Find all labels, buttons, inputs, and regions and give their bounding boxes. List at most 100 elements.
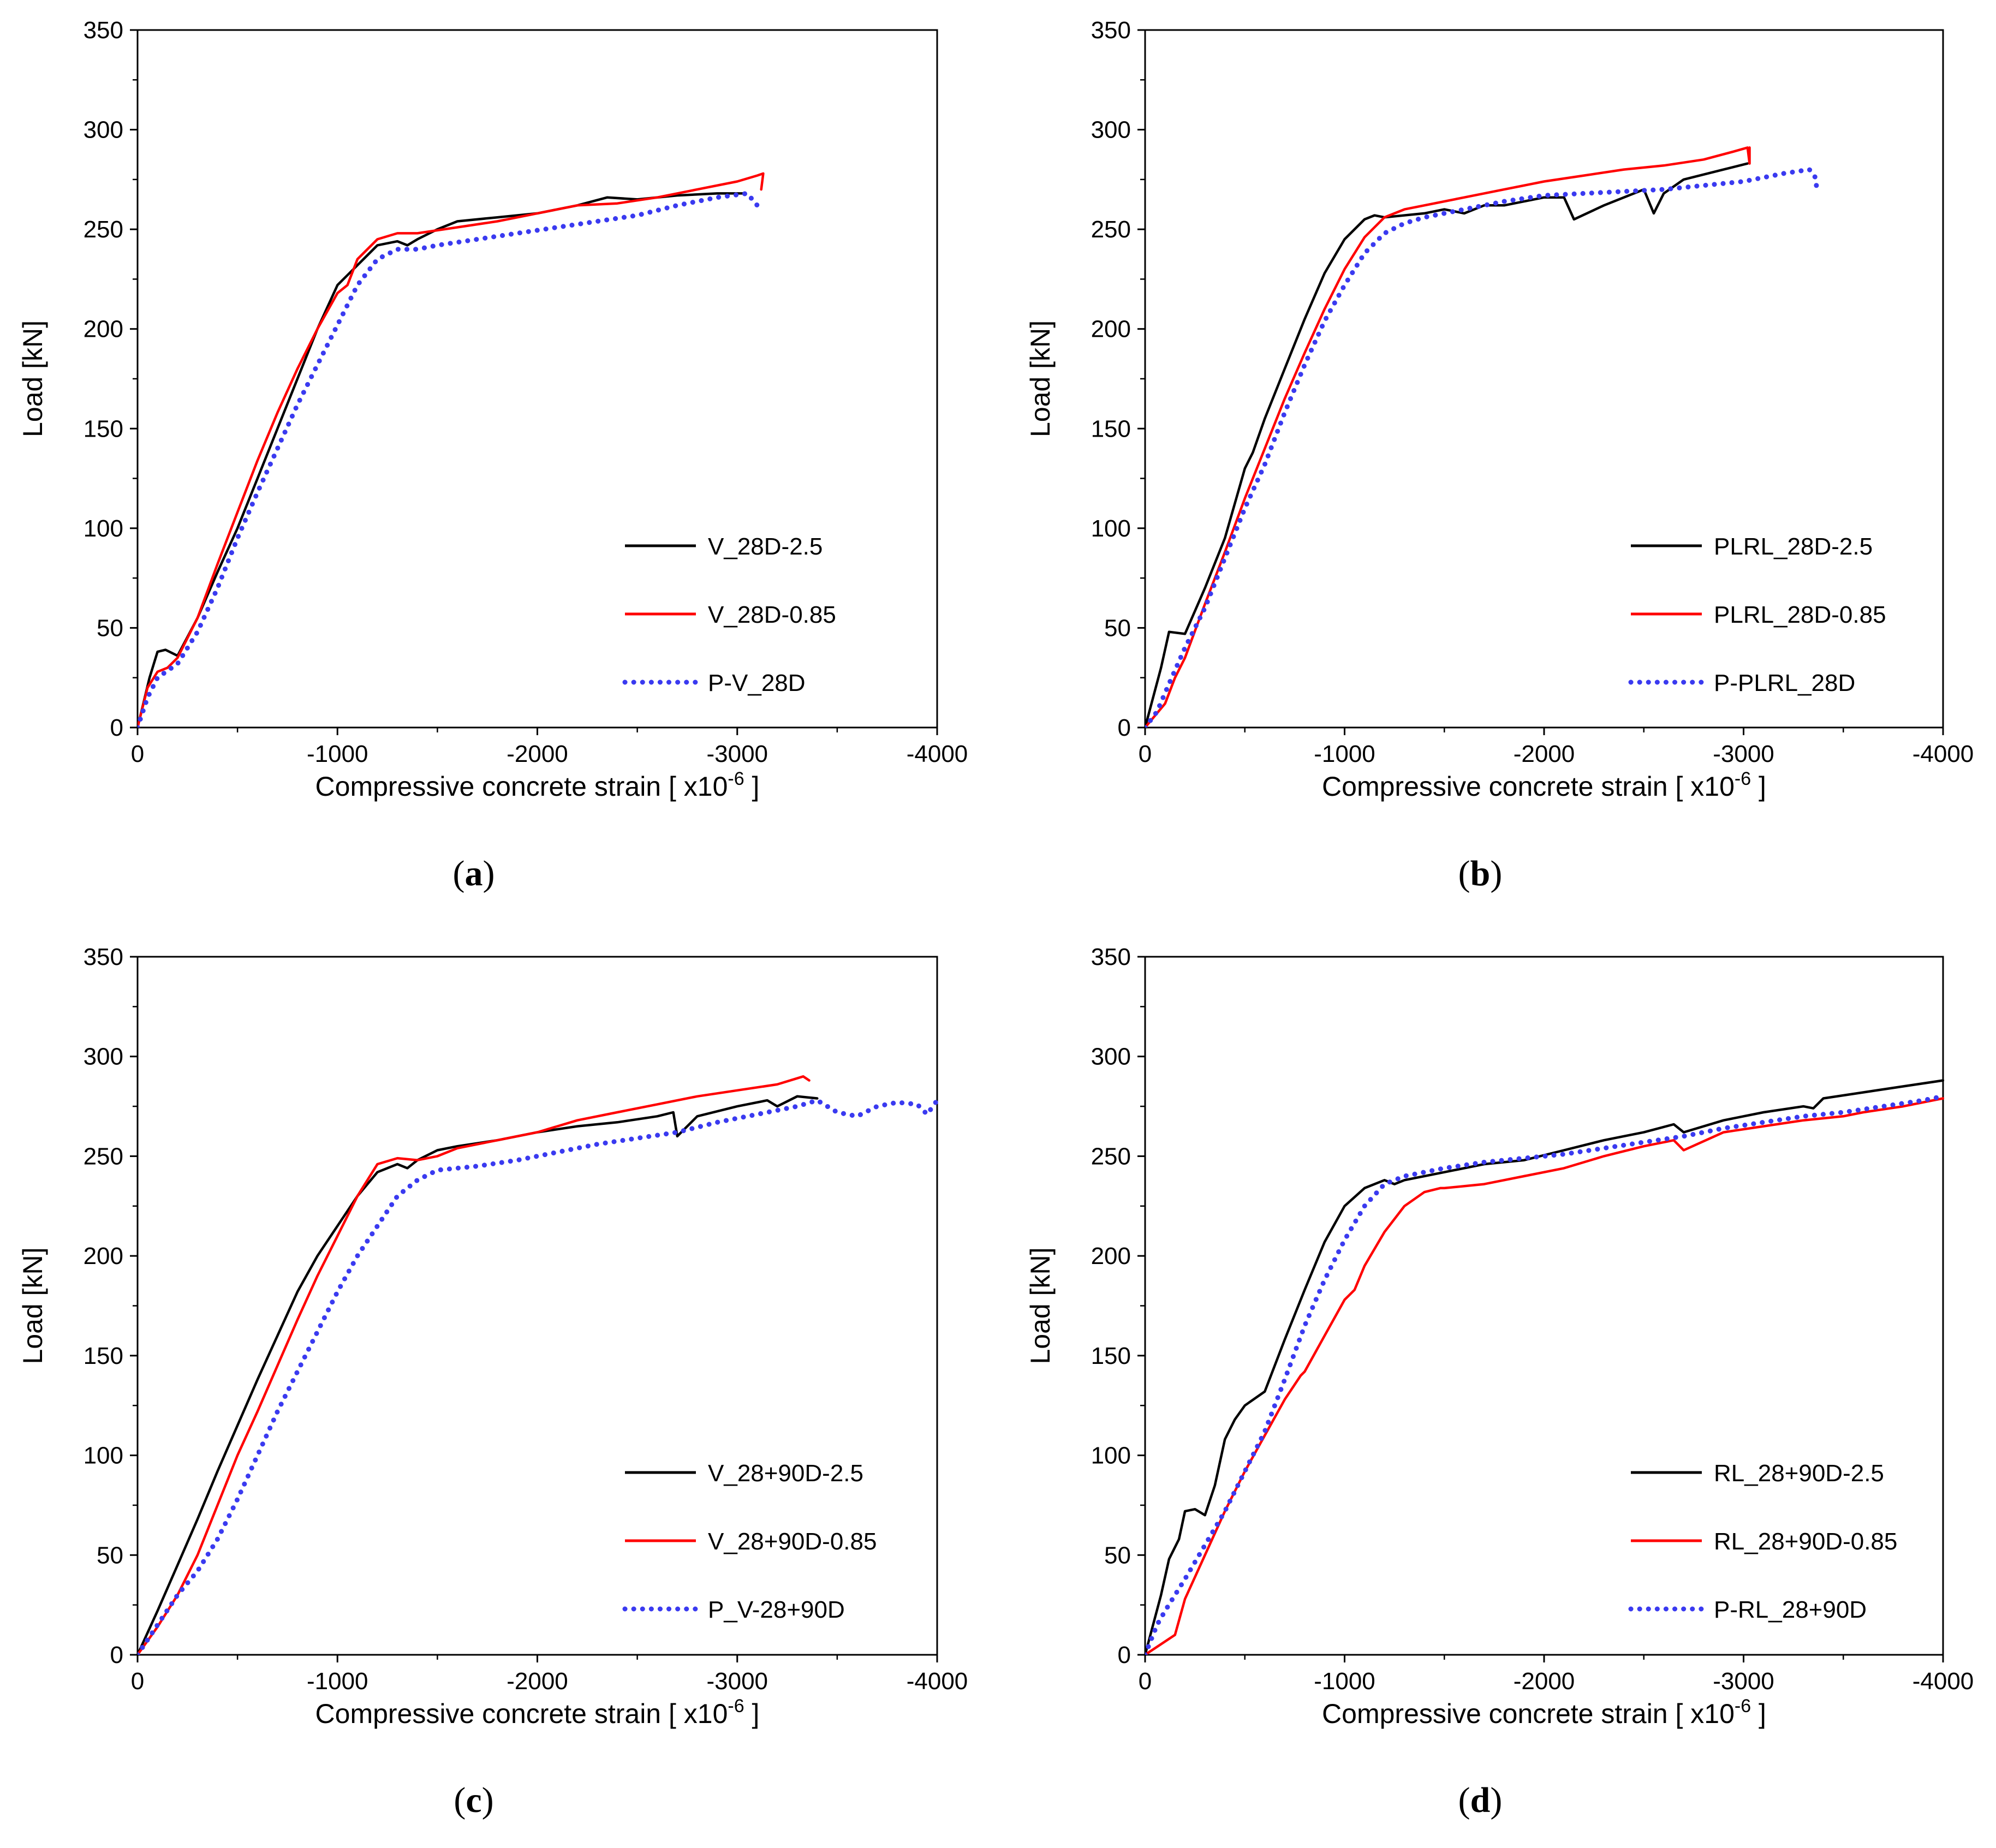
panel-caption-open: ( [453,854,465,893]
x-axis-label-exponent: -6 [1735,1696,1751,1716]
x-tick-label: -1000 [1314,1668,1375,1695]
y-tick-label: 200 [84,1243,123,1269]
legend-label-3: P-PLRL_28D [1714,670,1855,696]
y-axis-label: Load [kN] [17,320,48,437]
x-tick-label: -2000 [507,741,568,767]
series-line-1 [138,192,744,728]
y-tick-label: 200 [84,316,123,343]
legend-label-2: PLRL_28D-0.85 [1714,601,1886,628]
panel-caption: (d) [1458,1780,1503,1820]
panel-caption-open: ( [1458,1780,1470,1820]
x-tick-label: -4000 [907,741,968,767]
x-tick-label: -1000 [1314,741,1375,767]
x-tick-label: -4000 [1912,1668,1974,1695]
y-tick-label: 200 [1091,1243,1131,1269]
y-tick-label: 150 [84,415,123,442]
chart-panel-b: 0 50 100 150 200 250 300 350 0 -1000 -2000 -3000 -40… [1025,17,1974,893]
chart-panel-c: 0 50 100 150 200 250 300 350 0 -1000 -2000 -3000 -40… [17,944,968,1820]
series-line-3 [138,1098,938,1655]
legend-label-2: V_28+90D-0.85 [708,1528,877,1555]
y-tick-label: 150 [84,1343,123,1369]
legend-label-2: V_28D-0.85 [708,601,836,628]
panel-caption: (b) [1458,854,1503,893]
panel-caption: (c) [454,1780,493,1820]
y-tick-label: 100 [1091,1442,1131,1469]
panel-caption: (a) [453,854,495,893]
x-axis-label-main: Compressive concrete strain [ x10 [315,771,728,802]
y-tick-label: 0 [110,1642,123,1668]
legend-label-1: PLRL_28D-2.5 [1714,533,1873,560]
y-tick-label: 100 [1091,515,1131,542]
panel-caption-close: ) [482,1780,494,1820]
y-tick-label: 100 [84,515,123,542]
y-tick-label: 50 [97,1542,123,1569]
legend-label-3: P-V_28D [708,670,806,696]
x-tick-label: -3000 [1713,1668,1774,1695]
y-axis-label: Load [kN] [1025,320,1056,437]
x-axis-label-end: ] [1751,771,1766,802]
y-tick-label: 250 [1091,1143,1131,1170]
x-tick-label: -3000 [1713,741,1774,767]
y-tick-label: 300 [84,117,123,144]
x-axis-label-end: ] [744,771,760,802]
y-axis-label: Load [kN] [1025,1247,1056,1364]
y-tick-label: 300 [84,1044,123,1070]
y-tick-label: 0 [110,714,123,741]
series-line-3 [1145,167,1820,728]
x-axis-label: Compressive concrete strain [ x10-6 ] [1322,1696,1766,1729]
y-tick-label: 0 [1118,1642,1131,1668]
y-tick-label: 200 [1091,316,1131,343]
y-tick-label: 50 [97,615,123,641]
y-tick-label: 0 [1118,714,1131,741]
x-tick-label: -4000 [907,1668,968,1695]
legend-label-1: V_28+90D-2.5 [708,1460,863,1487]
panel-caption-open: ( [1458,854,1470,893]
panel-caption-letter: c [466,1780,481,1820]
y-tick-label: 100 [84,1442,123,1469]
y-tick-label: 250 [84,1143,123,1170]
x-tick-label: 0 [131,1668,144,1695]
chart-panel-a: 0 50 100 150 200 250 300 350 0 -1000 -2000 -3000 -40… [17,17,968,893]
chart-panel-d: 0 50 100 150 200 250 300 350 0 -1000 -2000 -3000 -40… [1025,944,1974,1820]
series-line-2 [1145,1097,1944,1655]
y-tick-label: 350 [1091,17,1131,44]
panel-caption-close: ) [483,854,495,893]
x-axis-label-main: Compressive concrete strain [ x10 [1322,771,1735,802]
x-axis-label-end: ] [744,1698,760,1729]
y-tick-label: 350 [84,944,123,970]
x-tick-label: -1000 [307,1668,368,1695]
y-tick-label: 50 [1104,1542,1131,1569]
y-axis-label: Load [kN] [17,1247,48,1364]
x-tick-label: 0 [1139,1668,1152,1695]
x-tick-label: 0 [1139,741,1152,767]
legend-label-1: RL_28+90D-2.5 [1714,1460,1884,1487]
panel-caption-letter: b [1470,854,1491,893]
series-line-2 [138,1075,811,1655]
y-tick-label: 250 [1091,216,1131,243]
legend-label-1: V_28D-2.5 [708,533,823,560]
x-tick-label: -3000 [706,741,768,767]
y-tick-label: 300 [1091,1044,1131,1070]
series-line-1 [1145,1079,1944,1655]
x-axis-label: Compressive concrete strain [ x10-6 ] [315,768,760,802]
y-tick-label: 150 [1091,1343,1131,1369]
y-tick-label: 300 [1091,117,1131,144]
panel-caption-letter: d [1470,1780,1491,1820]
x-tick-label: -3000 [706,1668,768,1695]
series-line-2 [138,172,765,728]
x-tick-label: -4000 [1912,741,1974,767]
y-tick-label: 350 [1091,944,1131,970]
y-tick-label: 250 [84,216,123,243]
panel-caption-open: ( [454,1780,466,1820]
legend-label-2: RL_28+90D-0.85 [1714,1528,1897,1555]
x-tick-label: -2000 [1514,741,1575,767]
panel-caption-close: ) [1490,854,1502,893]
x-axis-label-exponent: -6 [728,1696,744,1716]
panel-caption-letter: a [465,854,483,893]
series-line-3 [1145,1094,1944,1655]
series-line-2 [1145,146,1751,728]
y-tick-label: 350 [84,17,123,44]
series-line-1 [1145,162,1749,728]
x-tick-label: 0 [131,741,144,767]
